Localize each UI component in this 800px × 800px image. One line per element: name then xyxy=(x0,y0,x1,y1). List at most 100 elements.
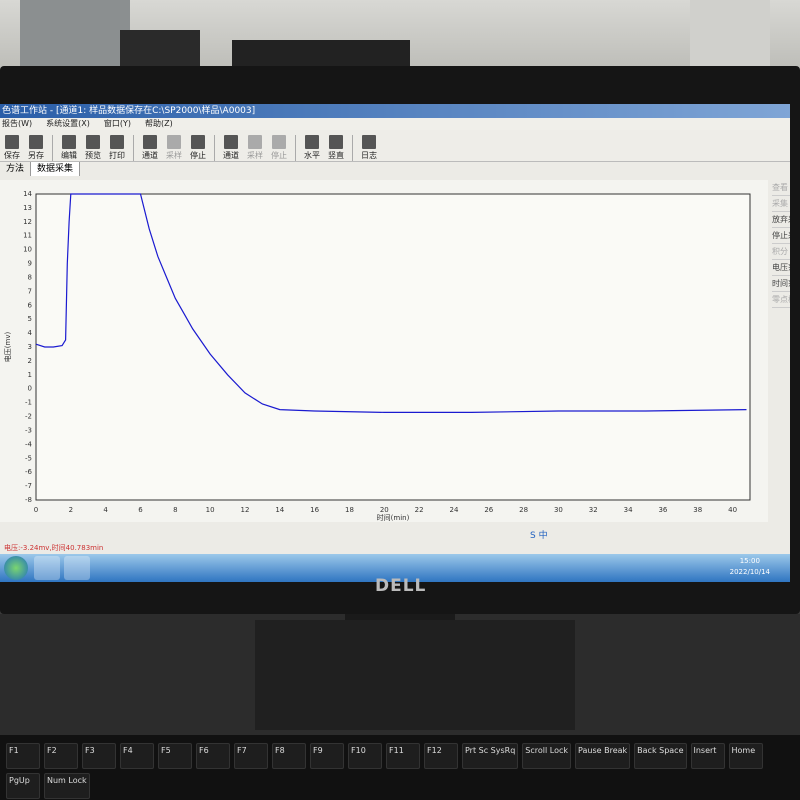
chromatogram-chart: 0 2 4 6 8 10 12 14 16 18 20 22 24 26 28 30 32 34 36 38 40-8-… xyxy=(3,190,751,522)
y-tick-label: -7 xyxy=(25,482,32,490)
menu-report[interactable]: 报告(W) xyxy=(2,119,33,128)
status-bar: 电压:-3.24mv,时间40.783min xyxy=(0,542,790,554)
keyboard-key[interactable]: Back Space xyxy=(634,743,687,769)
keyboard-key[interactable]: F8 xyxy=(272,743,306,769)
y-tick-label: -3 xyxy=(25,426,32,434)
y-axis-label: 电压(mv) xyxy=(3,332,12,363)
x-tick-label: 30 xyxy=(554,506,563,514)
x-tick-label: 10 xyxy=(206,506,215,514)
toolbar-button[interactable]: 停止 xyxy=(269,135,289,161)
x-tick-label: 22 xyxy=(415,506,424,514)
side-button[interactable]: 查看 xyxy=(772,180,790,196)
toolbar-separator xyxy=(133,135,134,161)
keyboard-key[interactable]: F11 xyxy=(386,743,420,769)
toolbar: 保存 另存 编辑 预览 打印 通道 采样 停止 通道 采样 停止 水平 竖直 日志 xyxy=(0,130,790,162)
x-tick-label: 4 xyxy=(103,506,108,514)
tab-data-acquisition[interactable]: 数据采集 xyxy=(31,162,81,176)
keyboard-key[interactable]: Prt Sc SysRq xyxy=(462,743,519,769)
toolbar-icon xyxy=(86,135,100,149)
toolbar-button[interactable]: 另存 xyxy=(26,135,46,161)
keyboard-key[interactable]: F5 xyxy=(158,743,192,769)
keyboard-key[interactable]: F9 xyxy=(310,743,344,769)
side-button[interactable]: 电压范围 xyxy=(772,260,790,276)
tab-method[interactable]: 方法 xyxy=(0,162,32,176)
menu-bar: 报告(W) 系统设置(X) 窗口(Y) 帮助(Z) xyxy=(0,118,790,130)
toolbar-button[interactable]: 采样 xyxy=(164,135,184,161)
keyboard: F1 F2 F3 F4 F5 F6 F7 F8 F9 F10 F11 F12 Prt Sc SysRq S… xyxy=(0,735,800,800)
toolbar-icon xyxy=(224,135,238,149)
keyboard-key[interactable]: F7 xyxy=(234,743,268,769)
keyboard-key[interactable]: Pause Break xyxy=(575,743,631,769)
x-tick-label: 6 xyxy=(138,506,143,514)
x-tick-label: 40 xyxy=(728,506,737,514)
toolbar-separator xyxy=(52,135,53,161)
clock-date: 2022/10/14 xyxy=(729,568,770,576)
side-button[interactable]: 采集 xyxy=(772,196,790,212)
keyboard-key[interactable]: F10 xyxy=(348,743,382,769)
toolbar-button[interactable]: 预览 xyxy=(83,135,103,161)
monitor-base xyxy=(255,620,575,730)
clock[interactable]: 15:00 2022/10/14 xyxy=(730,556,770,578)
ime-toolbar[interactable]: S 中 xyxy=(530,531,548,541)
side-button[interactable]: 零点校正 xyxy=(772,292,790,308)
x-tick-label: 18 xyxy=(345,506,354,514)
y-tick-label: 4 xyxy=(28,329,33,337)
taskbar-explorer-button[interactable] xyxy=(34,556,60,580)
toolbar-icon xyxy=(110,135,124,149)
y-tick-label: 8 xyxy=(28,273,32,281)
taskbar-chromatography-app-button[interactable] xyxy=(64,556,90,580)
keyboard-key[interactable]: F4 xyxy=(120,743,154,769)
keyboard-key[interactable]: F6 xyxy=(196,743,230,769)
x-tick-label: 12 xyxy=(241,506,250,514)
clock-time: 15:00 xyxy=(739,557,760,565)
y-tick-label: 11 xyxy=(23,232,32,240)
keyboard-key[interactable]: PgUp xyxy=(6,773,40,799)
keyboard-key[interactable]: F1 xyxy=(6,743,40,769)
keyboard-key[interactable]: F3 xyxy=(82,743,116,769)
y-tick-label: 14 xyxy=(23,190,32,198)
toolbar-icon xyxy=(329,135,343,149)
side-button[interactable]: 放弃采集 xyxy=(772,212,790,228)
toolbar-button[interactable]: 通道 xyxy=(221,135,241,161)
toolbar-button[interactable]: 保存 xyxy=(2,135,22,161)
side-button[interactable]: 时间范围 xyxy=(772,276,790,292)
keyboard-key[interactable]: Scroll Lock xyxy=(522,743,572,769)
monitor-bezel: 色谱工作站 - [通道1: 样品数据保存在C:\SP2000\样品\A0003]… xyxy=(0,66,800,614)
toolbar-label: 竖直 xyxy=(328,151,344,160)
toolbar-label: 通道 xyxy=(223,151,239,160)
y-tick-label: -2 xyxy=(25,413,32,421)
y-tick-label: 5 xyxy=(28,315,32,323)
toolbar-button[interactable]: 日志 xyxy=(359,135,379,161)
toolbar-button[interactable]: 编辑 xyxy=(59,135,79,161)
toolbar-button[interactable]: 打印 xyxy=(107,135,127,161)
x-tick-label: 8 xyxy=(173,506,177,514)
toolbar-button[interactable]: 停止 xyxy=(188,135,208,161)
side-button[interactable]: 积分 xyxy=(772,244,790,260)
menu-system-settings[interactable]: 系统设置(X) xyxy=(46,119,90,128)
y-tick-label: 12 xyxy=(23,218,32,226)
keyboard-key[interactable]: Home xyxy=(728,743,763,769)
start-button[interactable] xyxy=(4,556,28,580)
window-title: 色谱工作站 - [通道1: 样品数据保存在C:\SP2000\样品\A0003] xyxy=(0,104,790,118)
menu-window[interactable]: 窗口(Y) xyxy=(103,119,132,128)
menu-help[interactable]: 帮助(Z) xyxy=(145,119,173,128)
toolbar-icon xyxy=(362,135,376,149)
keyboard-key[interactable]: Insert xyxy=(690,743,725,769)
toolbar-button[interactable]: 通道 xyxy=(140,135,160,161)
y-tick-label: 6 xyxy=(28,301,33,309)
y-tick-label: -6 xyxy=(25,468,33,476)
keyboard-key[interactable]: Num Lock xyxy=(44,773,90,799)
toolbar-separator xyxy=(295,135,296,161)
toolbar-button[interactable]: 采样 xyxy=(245,135,265,161)
y-tick-label: -5 xyxy=(25,454,32,462)
toolbar-button[interactable]: 水平 xyxy=(302,135,322,161)
keyboard-key[interactable]: F12 xyxy=(424,743,458,769)
y-tick-label: 7 xyxy=(28,287,32,295)
toolbar-label: 保存 xyxy=(4,151,20,160)
tab-bar: 方法 数据采集 xyxy=(0,162,790,176)
side-button[interactable]: 停止采集 xyxy=(772,228,790,244)
toolbar-button[interactable]: 竖直 xyxy=(326,135,346,161)
x-tick-label: 26 xyxy=(484,506,493,514)
dell-logo: DELL xyxy=(375,576,427,596)
keyboard-key[interactable]: F2 xyxy=(44,743,78,769)
